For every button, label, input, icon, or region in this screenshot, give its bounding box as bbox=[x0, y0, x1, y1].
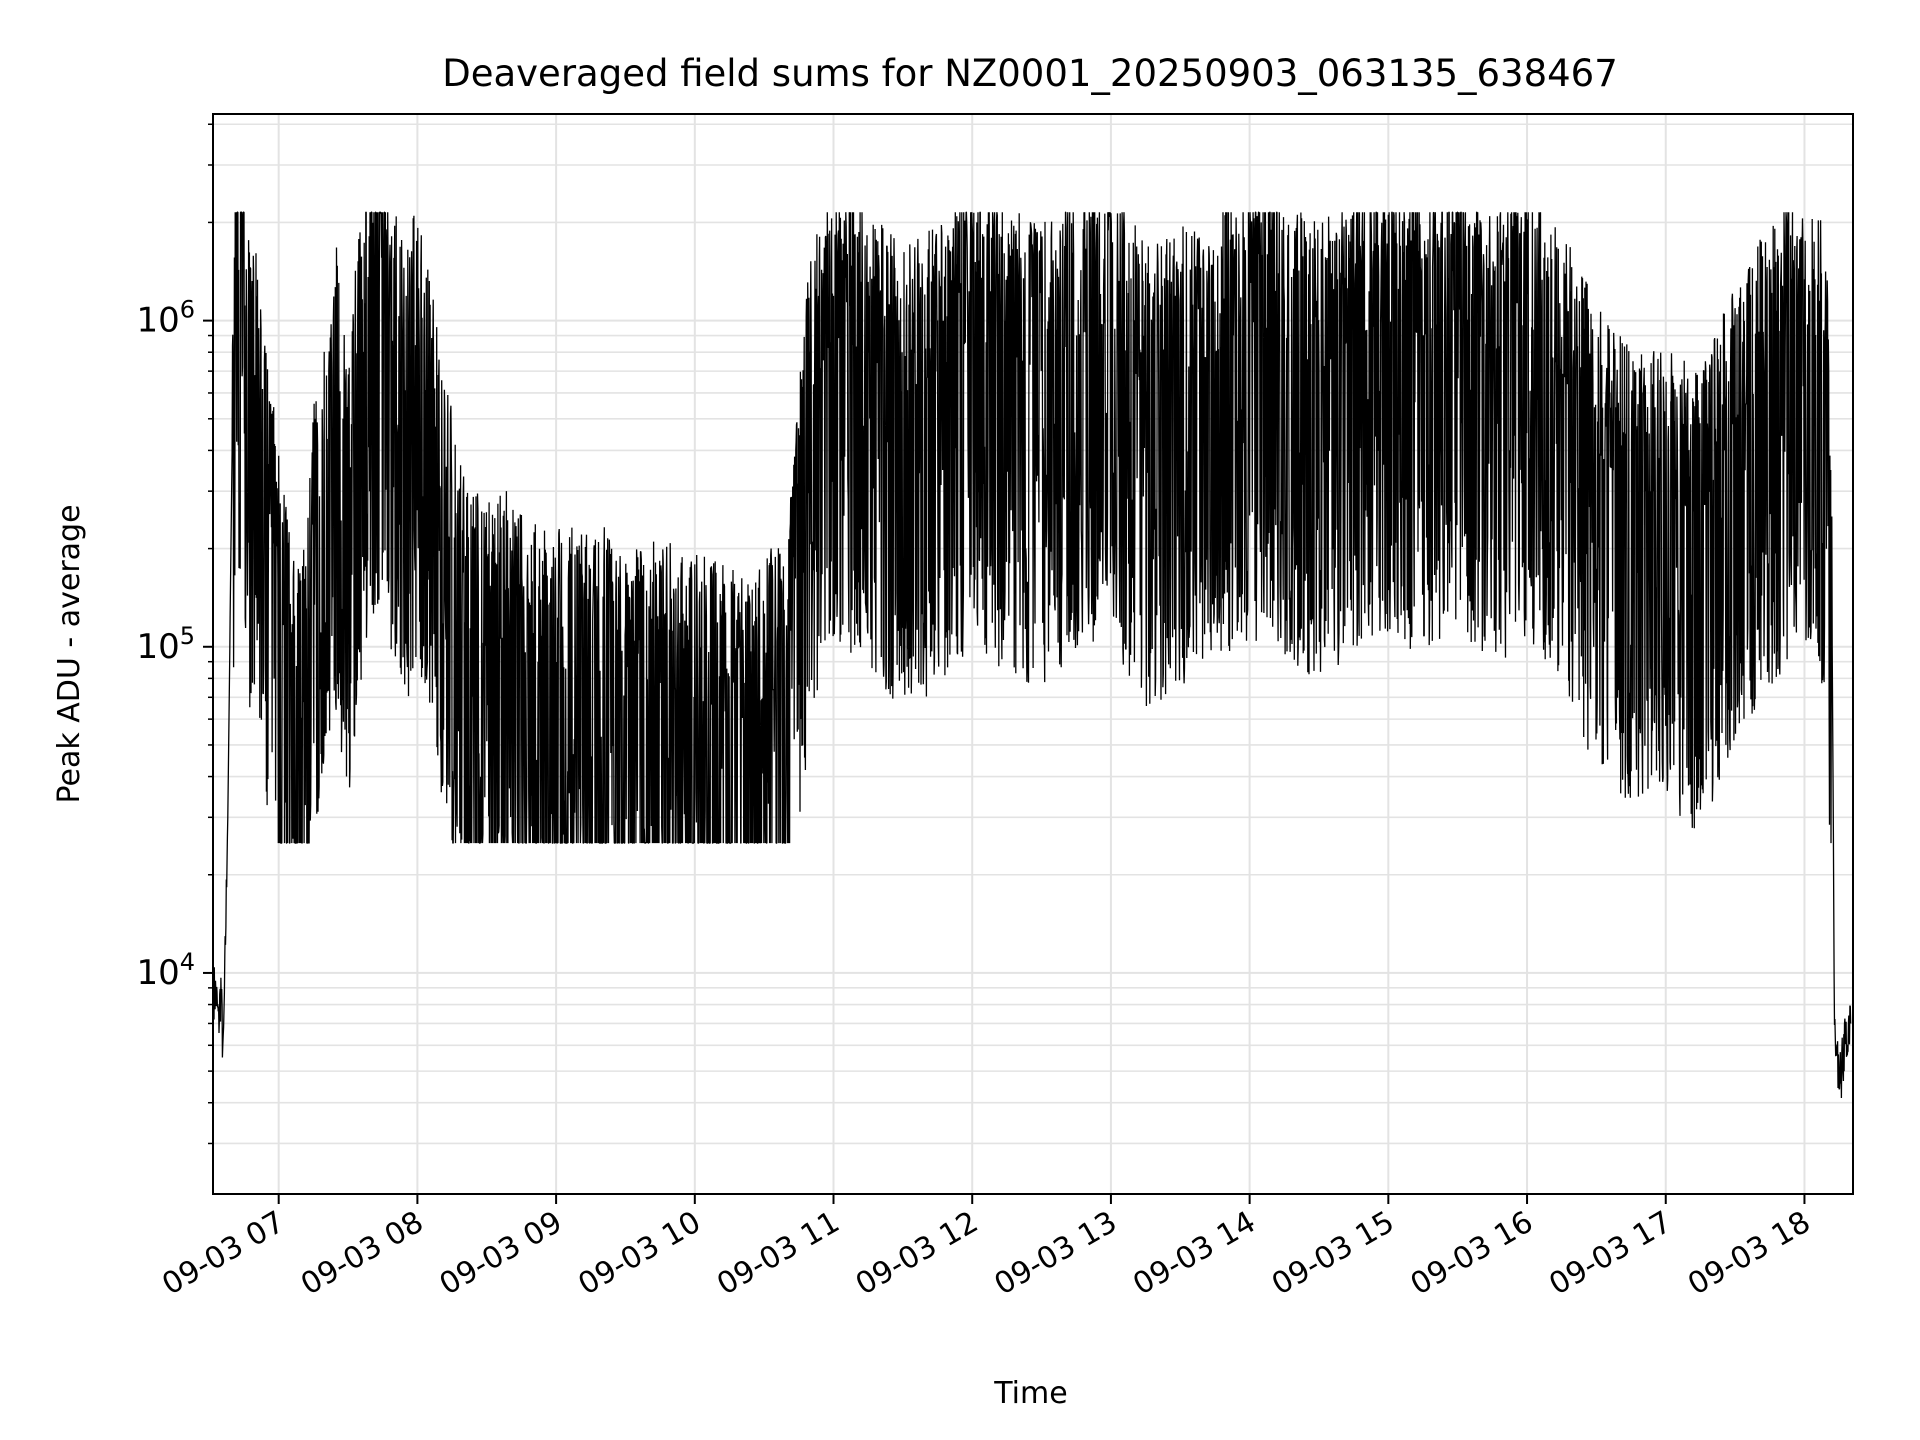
plot-frame bbox=[212, 113, 1854, 1195]
chart-title: Deaveraged field sums for NZ0001_2025090… bbox=[442, 52, 1618, 95]
y-tick-label: 104 bbox=[136, 948, 195, 993]
x-axis-label: Time bbox=[993, 1376, 1067, 1411]
y-tick-label: 106 bbox=[136, 296, 195, 341]
y-tick-labels: 104 105 106 bbox=[136, 296, 195, 993]
series-line-peak-adu bbox=[213, 211, 1852, 1099]
y-axis-label: Peak ADU - average bbox=[52, 504, 87, 803]
axis-ticks bbox=[203, 123, 1806, 1204]
data-series bbox=[213, 211, 1852, 1099]
y-tick-label: 105 bbox=[136, 622, 195, 667]
